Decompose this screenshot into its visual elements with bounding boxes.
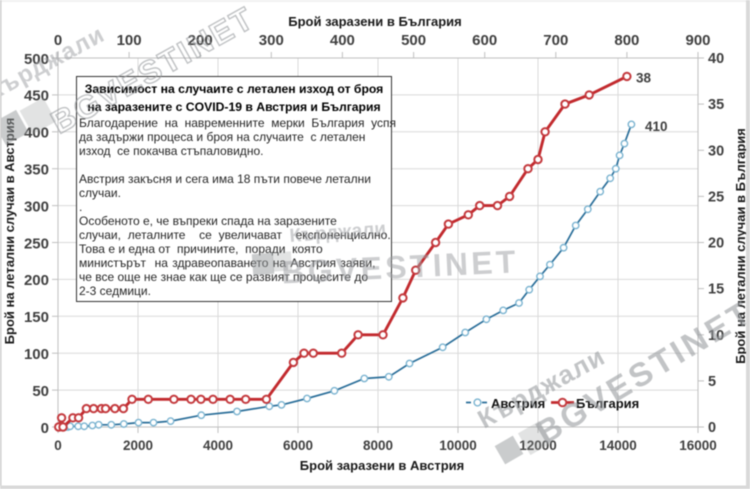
svg-text:0: 0 [708,420,716,436]
svg-text:14000: 14000 [599,438,637,453]
svg-text:Брой на летални случаи в Бълга: Брой на летални случаи в България [733,128,748,364]
svg-text:8000: 8000 [363,438,393,453]
svg-text:38: 38 [636,71,652,86]
svg-text:150: 150 [24,309,49,326]
svg-text:30: 30 [708,143,724,159]
svg-text:400: 400 [330,32,355,49]
svg-text:0: 0 [54,438,62,453]
svg-text:300: 300 [259,32,284,49]
svg-text:10000: 10000 [439,438,477,453]
svg-text:2000: 2000 [123,438,153,453]
svg-text:400: 400 [24,125,49,142]
svg-text:Брой заразени в България: Брой заразени в България [288,14,462,29]
svg-text:Брой на летални случаи в Австр: Брой на летални случаи в Австрия [2,118,17,345]
svg-text:25: 25 [708,189,724,205]
svg-text:410: 410 [645,119,668,134]
svg-text:200: 200 [188,32,213,49]
svg-text:България: България [576,396,639,411]
svg-text:500: 500 [24,51,49,68]
svg-text:100: 100 [24,346,49,363]
svg-text:100: 100 [117,32,142,49]
svg-text:Брой заразени в Австрия: Брой заразени в Австрия [300,458,464,473]
svg-text:700: 700 [543,32,568,49]
svg-text:12000: 12000 [519,438,557,453]
svg-text:20: 20 [708,236,724,252]
svg-text:0: 0 [41,420,49,437]
svg-text:15: 15 [708,282,724,298]
svg-text:800: 800 [614,32,639,49]
svg-text:6000: 6000 [283,438,313,453]
svg-text:200: 200 [24,272,49,289]
svg-text:350: 350 [24,162,49,179]
svg-text:900: 900 [685,32,710,49]
svg-text:10: 10 [708,328,724,344]
svg-text:50: 50 [32,383,49,400]
svg-text:16000: 16000 [679,438,717,453]
svg-text:250: 250 [24,235,49,252]
svg-text:5: 5 [708,374,716,390]
svg-text:35: 35 [708,97,724,113]
svg-text:500: 500 [401,32,426,49]
svg-text:Австрия: Австрия [491,396,545,411]
svg-text:450: 450 [24,88,49,105]
svg-text:0: 0 [54,32,62,49]
svg-text:4000: 4000 [203,438,233,453]
svg-text:600: 600 [472,32,497,49]
svg-text:40: 40 [708,51,724,67]
svg-text:300: 300 [24,198,49,215]
